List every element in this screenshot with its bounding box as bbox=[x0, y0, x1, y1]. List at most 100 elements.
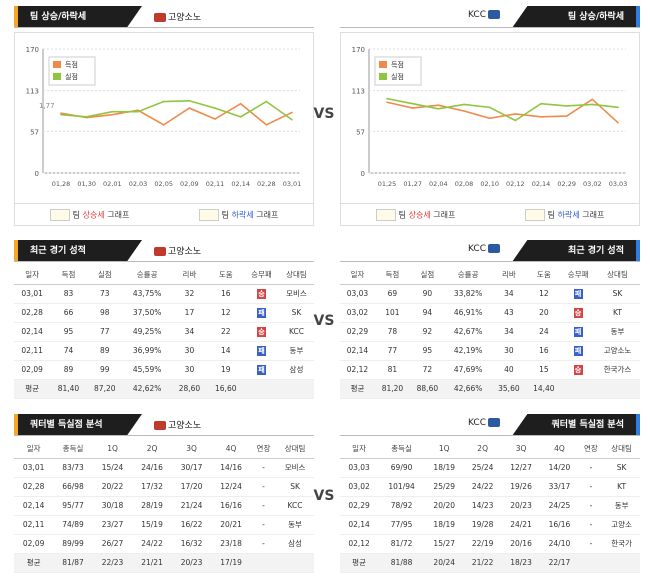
average-row: 평균 81,20 88,60 42,66% 35,60 14,40 bbox=[340, 378, 640, 399]
table-cell-rival: 동부 bbox=[603, 496, 640, 516]
table-cell-result: 패 bbox=[561, 284, 595, 304]
table-cell-q1: 20/22 bbox=[92, 477, 133, 497]
x-tick-label: 02,12 bbox=[506, 180, 525, 188]
legend-swatch bbox=[53, 73, 61, 80]
table-cell-q3: 24/21 bbox=[501, 515, 541, 535]
data-point bbox=[111, 113, 114, 116]
result-badge: 패 bbox=[256, 364, 266, 375]
down-label: 하락세 bbox=[557, 210, 580, 219]
table-cell-reb: 40 bbox=[491, 360, 527, 380]
x-tick-label: 02,10 bbox=[480, 180, 499, 188]
table-cell-rival: 동부 bbox=[278, 341, 314, 361]
data-point bbox=[60, 112, 62, 114]
table-row: 03,02 101/94 25/29 24/22 19/26 33/17- KT bbox=[340, 477, 640, 497]
table-cell-date: 02,09 bbox=[14, 534, 54, 554]
left-trend-section: 팀 상승/하락세 고양소노 0 57 113 170 01,28 01,30 02,01 02… bbox=[14, 6, 314, 226]
left-quarter-table: 일자 총득실 1Q 2Q 3Q 4Q 연장 상대팀 03,01 83/73 15/24 24/16 3… bbox=[14, 440, 314, 573]
data-point bbox=[617, 121, 619, 124]
table-cell-ast: 15 bbox=[526, 360, 562, 380]
right-team-name: KCC bbox=[468, 10, 486, 20]
trend-swatch-icon bbox=[49, 208, 70, 221]
table-cell-q3: 21/24 bbox=[171, 496, 212, 516]
column-header: 상대팀 bbox=[603, 440, 640, 459]
table-cell-q4: 23/18 bbox=[211, 534, 251, 554]
data-point bbox=[239, 116, 242, 118]
table-cell-pct: 33,82% bbox=[444, 284, 492, 304]
up-label: 상승세 bbox=[408, 210, 431, 219]
y-tick-label: 0 bbox=[35, 170, 39, 178]
x-tick-label: 02,03 bbox=[129, 180, 148, 188]
average-row: 평균 81,40 87,20 42,62% 28,60 16,60 bbox=[14, 378, 314, 399]
right-quarter-header: 쿼터별 득실점 분석 KCC bbox=[340, 414, 640, 438]
table-cell-date: 02,28 bbox=[14, 477, 54, 497]
table-cell-rival: SK bbox=[603, 458, 640, 478]
table-cell-opp: 77 bbox=[86, 322, 123, 342]
table-cell-total: 95/77 bbox=[53, 496, 93, 516]
data-point bbox=[565, 115, 568, 117]
table-cell-rival: 고양소 bbox=[603, 515, 640, 535]
table-cell-opp: 73 bbox=[86, 284, 123, 304]
table-cell-pts: 77 bbox=[374, 341, 410, 361]
data-point bbox=[85, 116, 88, 118]
result-badge: 패 bbox=[256, 307, 266, 318]
table-cell-total: 83/73 bbox=[53, 458, 93, 478]
table-cell-rival: SK bbox=[278, 303, 314, 323]
table-cell-reb: 43 bbox=[491, 303, 527, 323]
table-cell-rival: SK bbox=[276, 477, 314, 497]
table-cell-ast: 24 bbox=[526, 322, 562, 342]
column-header: 상대팀 bbox=[278, 266, 314, 285]
data-point bbox=[565, 105, 568, 107]
legend-label: 실점 bbox=[391, 72, 404, 81]
table-cell-q2: 28/19 bbox=[132, 496, 172, 516]
table-cell-rival bbox=[278, 378, 314, 399]
column-header: 일자 bbox=[340, 266, 375, 285]
table-cell-rival: 고양소노 bbox=[595, 341, 640, 361]
table-cell-date: 02,29 bbox=[340, 322, 375, 342]
table-cell-total: 77/95 bbox=[378, 515, 426, 535]
table-row: 03,01 83/73 15/24 24/16 30/17 14/16- 모비스 bbox=[14, 458, 314, 478]
average-row: 평균 81/87 22/23 21/21 20/23 17/19 bbox=[14, 552, 314, 573]
table-cell-opp: 87,20 bbox=[86, 378, 123, 399]
column-header: 득점 bbox=[50, 266, 87, 285]
left-recent-title: 최근 경기 성적 bbox=[14, 240, 142, 262]
left-quarter-title: 쿼터별 득실점 분석 bbox=[14, 414, 142, 436]
data-point bbox=[291, 111, 293, 114]
table-row: 02,28 66 98 37,50% 17 12 패 SK bbox=[14, 303, 314, 323]
table-cell-reb: 32 bbox=[171, 284, 208, 304]
y-tick-label: 170 bbox=[352, 46, 365, 54]
table-cell-total: 81/87 bbox=[53, 552, 93, 573]
table-cell-reb: 34 bbox=[491, 284, 527, 304]
kcc-logo-icon bbox=[488, 418, 500, 427]
column-header: 4Q bbox=[540, 440, 579, 459]
table-cell-pts: 81,40 bbox=[50, 378, 87, 399]
table-cell-q2: 24/22 bbox=[463, 477, 502, 497]
result-badge: 승 bbox=[256, 288, 266, 299]
table-row: 02,11 74 89 36,99% 30 14 패 동부 bbox=[14, 341, 314, 361]
column-header: 총득실 bbox=[53, 440, 93, 459]
goyang-logo-icon bbox=[154, 13, 166, 22]
column-header: 4Q bbox=[211, 440, 251, 459]
table-cell-result bbox=[243, 378, 279, 399]
table-cell-reb: 30 bbox=[171, 341, 208, 361]
data-point bbox=[514, 119, 517, 122]
table-cell-pts: 81,20 bbox=[374, 378, 410, 399]
table-cell-pts: 89 bbox=[50, 360, 87, 380]
left-recent-section: 최근 경기 성적 고양소노 일자 득점 실점 승률공 리바 도움 승무패 상대팀 03,01 8… bbox=[14, 240, 314, 399]
left-quarter-section: 쿼터별 득실점 분석 고양소노 일자 총득실 1Q 2Q 3Q 4Q 연장 상대팀 03,01… bbox=[14, 414, 314, 573]
right-legend-down: 팀 하락세 그래프 bbox=[524, 208, 604, 221]
goyang-logo-icon bbox=[154, 421, 166, 430]
y-tick-label: 57 bbox=[356, 128, 365, 136]
table-cell-ot bbox=[578, 552, 604, 573]
table-cell-q3: 18/23 bbox=[501, 552, 541, 573]
table-cell-ot: - bbox=[250, 515, 277, 535]
right-quarter-table: 일자 총득실 1Q 2Q 3Q 4Q 연장 상대팀 03,03 69/90 18/19 25/24 1… bbox=[340, 440, 640, 573]
result-badge: 승 bbox=[256, 326, 266, 337]
table-cell-rival bbox=[603, 552, 640, 573]
column-header: 도움 bbox=[526, 266, 562, 285]
x-tick-label: 02,14 bbox=[231, 180, 250, 188]
table-cell-q2: 15/19 bbox=[132, 515, 172, 535]
data-point bbox=[591, 98, 594, 101]
table-cell-ast: 22 bbox=[207, 322, 244, 342]
table-cell-ot: - bbox=[250, 496, 277, 516]
table-cell-result: 패 bbox=[243, 360, 279, 380]
